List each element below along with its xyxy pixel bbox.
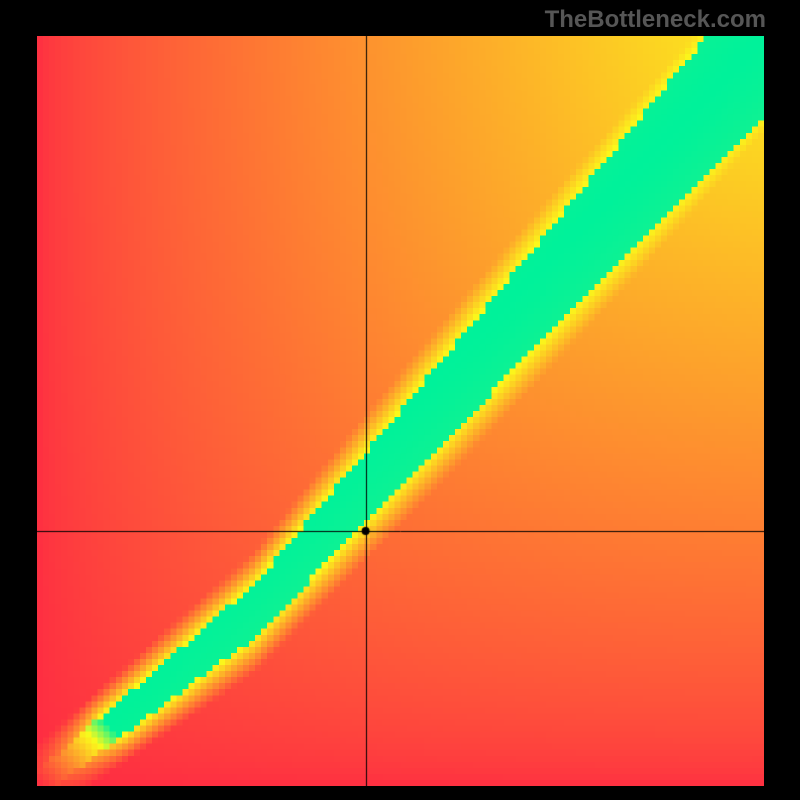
bottleneck-heatmap <box>37 36 764 786</box>
watermark-text: TheBottleneck.com <box>545 6 766 34</box>
chart-container: TheBottleneck.com <box>0 0 800 800</box>
